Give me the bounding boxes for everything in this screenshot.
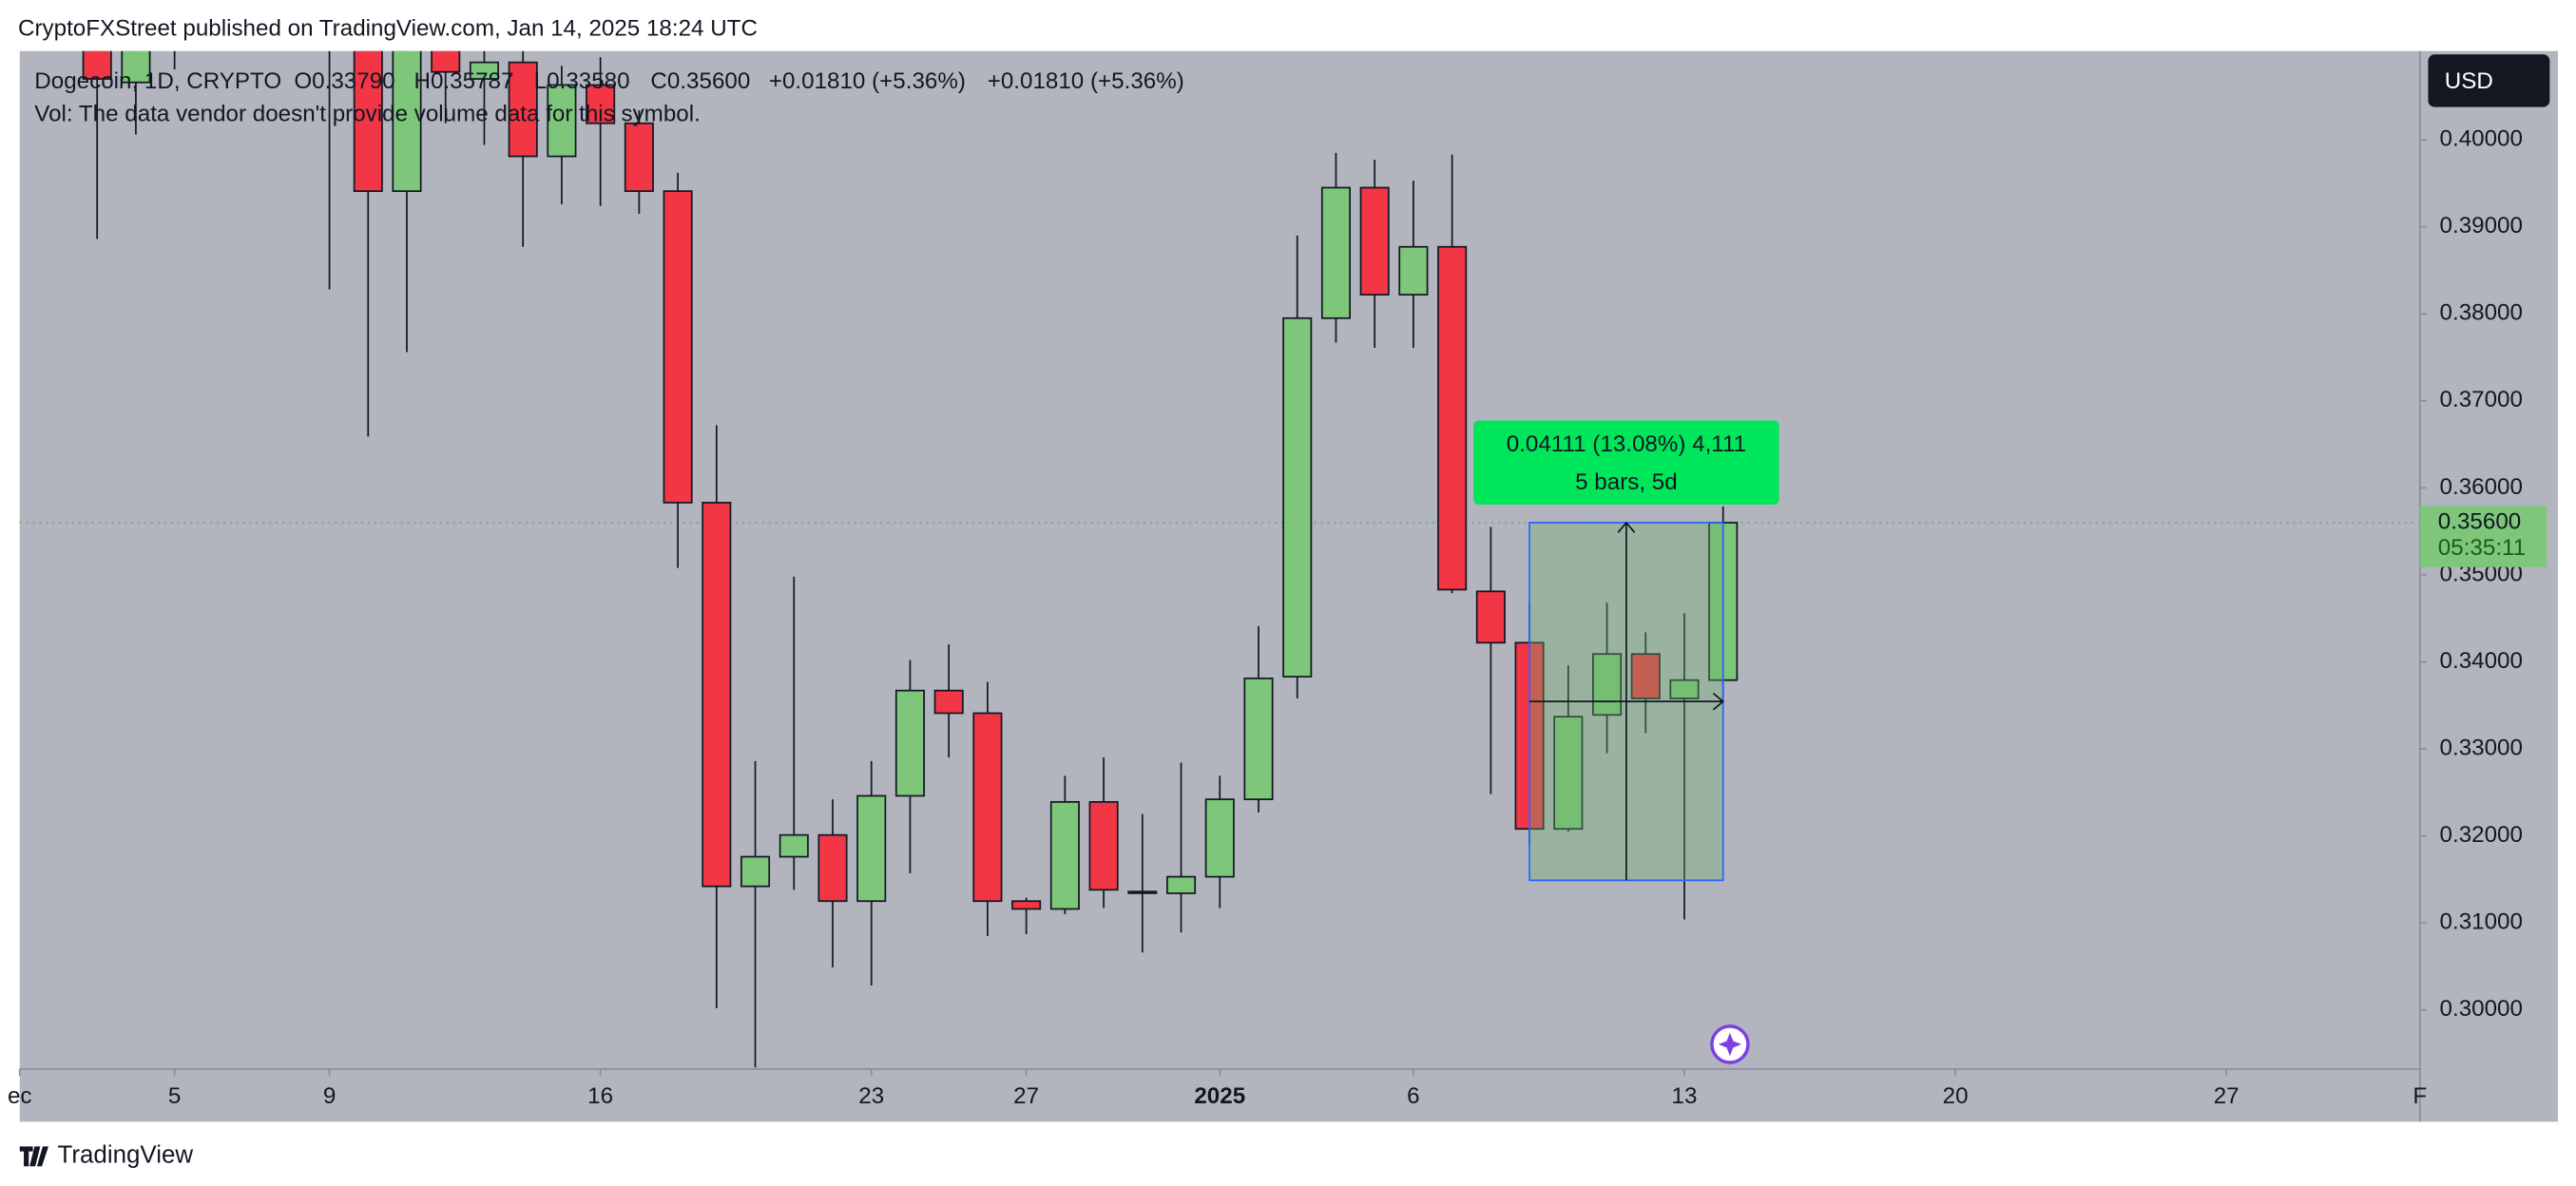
footer-brand[interactable]: TradingView xyxy=(19,1140,194,1169)
x-tick-label: 27 xyxy=(1013,1083,1039,1109)
candle-body xyxy=(702,502,732,888)
candle-body xyxy=(972,712,1003,903)
candle-body xyxy=(547,84,577,158)
candle-body xyxy=(1398,245,1429,296)
y-tick-label: 0.32000 xyxy=(2440,822,2523,848)
y-tick-label: 0.30000 xyxy=(2440,996,2523,1022)
legend-change: +0.01810 (+5.36%) xyxy=(769,68,966,94)
x-tick-label: F xyxy=(2413,1083,2427,1109)
ai-icon[interactable] xyxy=(1710,1024,1750,1064)
candle-body xyxy=(1592,653,1623,717)
y-tick-label: 0.33000 xyxy=(2440,735,2523,760)
y-tick-label: 0.39000 xyxy=(2440,213,2523,239)
x-tick-label: 5 xyxy=(168,1083,181,1109)
ai-icon-star[interactable] xyxy=(1718,1032,1742,1057)
candle-body xyxy=(1359,186,1390,296)
x-tick-label: 6 xyxy=(1407,1083,1419,1109)
candle-body xyxy=(1553,716,1584,831)
candle-body xyxy=(740,855,771,888)
legend-open: O0.33790 xyxy=(294,68,394,94)
x-tick-label: 20 xyxy=(1943,1083,1969,1109)
currency-button[interactable]: USD xyxy=(2428,54,2550,107)
legend-change: +0.01810 (+5.36%) xyxy=(988,68,1184,94)
y-tick-label: 0.37000 xyxy=(2440,387,2523,412)
x-tick-label: 23 xyxy=(858,1083,884,1109)
candle-body xyxy=(1011,900,1042,910)
brand-logo[interactable] xyxy=(19,1146,48,1167)
plot-area xyxy=(19,50,2420,1068)
candle-body xyxy=(82,50,112,80)
volume-note: Vol: The data vendor doesn't provide vol… xyxy=(34,102,701,127)
candle-body xyxy=(431,50,461,73)
candle-body xyxy=(1437,245,1468,591)
candle-body xyxy=(779,833,809,858)
x-tick-label: 16 xyxy=(587,1083,613,1109)
x-tick-label: 13 xyxy=(1672,1083,1698,1109)
measure-sublabel: 5 bars, 5d xyxy=(1575,469,1678,495)
brand-name[interactable]: TradingView xyxy=(57,1140,193,1169)
measure-arrow-horizontal xyxy=(1529,692,1725,711)
candle-body xyxy=(469,61,499,80)
y-tick-label: 0.40000 xyxy=(2440,126,2523,152)
legend-close: C0.35600 xyxy=(650,68,750,94)
y-tick-label: 0.31000 xyxy=(2440,909,2523,935)
legend-low: L0.33580 xyxy=(534,68,630,94)
candle-body xyxy=(933,689,964,715)
overlay: 0.300000.310000.320000.330000.340000.350… xyxy=(8,126,2547,1109)
candle-body xyxy=(353,50,383,193)
publisher-line: CryptoFXStreet published on TradingView.… xyxy=(18,16,758,42)
x-tick-label: 27 xyxy=(2214,1083,2240,1109)
candle-body xyxy=(1166,875,1197,894)
candle-body xyxy=(1320,186,1351,319)
candle-body xyxy=(1282,316,1313,678)
measure-label: 0.04111 (13.08%) 4,111 xyxy=(1507,431,1746,457)
candle-body xyxy=(1475,590,1506,644)
last-price-label: 0.35600 xyxy=(2438,508,2521,534)
candle-body xyxy=(121,50,151,84)
candle-body xyxy=(817,833,848,903)
legend-high: H0.35787 xyxy=(414,68,514,94)
measure-label-box xyxy=(1473,420,1779,505)
candle-body xyxy=(1669,679,1700,699)
x-tick-label: 2025 xyxy=(1194,1083,1245,1109)
candle-body xyxy=(1243,677,1274,800)
candle-body xyxy=(1630,653,1661,699)
candle-body xyxy=(1204,798,1235,878)
candle-body xyxy=(624,122,654,193)
legend: Dogecoin, 1D, CRYPTO O0.33790 H0.35787 L… xyxy=(34,68,1183,127)
y-tick-label: 0.38000 xyxy=(2440,300,2523,326)
candle-body xyxy=(663,190,693,504)
candle-body xyxy=(392,50,422,193)
x-tick-label: 9 xyxy=(323,1083,336,1109)
legend-symbol: Dogecoin, 1D, CRYPTO xyxy=(34,68,281,94)
candle-body xyxy=(1127,890,1158,894)
x-tick-label: ec xyxy=(8,1083,32,1109)
y-tick-label: 0.36000 xyxy=(2440,474,2523,500)
currency-label[interactable]: USD xyxy=(2445,68,2493,94)
candle-body xyxy=(1049,800,1080,910)
last-price-countdown: 05:35:11 xyxy=(2438,535,2526,561)
candle-body xyxy=(856,794,887,903)
candle-body xyxy=(586,84,616,124)
last-price-box xyxy=(2419,506,2547,567)
candle-body xyxy=(508,61,538,158)
y-tick-label: 0.34000 xyxy=(2440,648,2523,674)
currency-button-bg[interactable] xyxy=(2428,54,2550,107)
candle-body xyxy=(894,689,925,797)
candle-body xyxy=(1088,800,1119,891)
